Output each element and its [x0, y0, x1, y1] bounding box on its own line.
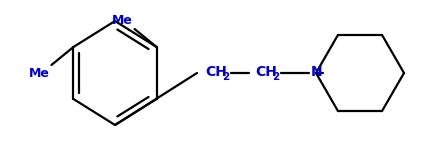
Text: N: N — [311, 65, 322, 79]
Text: 2: 2 — [222, 72, 229, 82]
Text: Me: Me — [112, 14, 132, 27]
Text: 2: 2 — [271, 72, 279, 82]
Text: CH: CH — [254, 65, 276, 79]
Text: CH: CH — [204, 65, 226, 79]
Text: Me: Me — [29, 67, 49, 80]
